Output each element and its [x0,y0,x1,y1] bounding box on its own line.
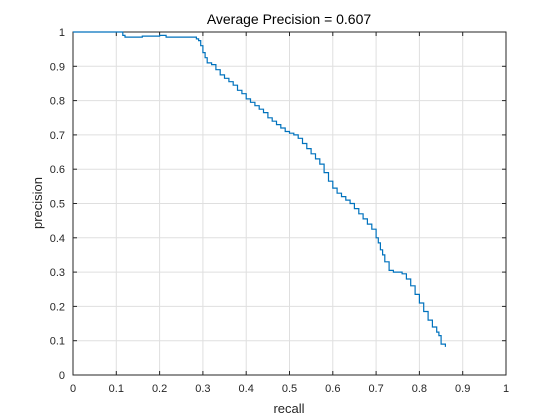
y-tick-label: 0 [59,370,65,382]
x-tick-label: 0.4 [239,383,254,395]
y-tick-label: 0.1 [50,336,65,348]
x-tick-label: 0.7 [368,383,383,395]
y-tick-label: 1 [59,27,65,39]
grid [73,32,506,375]
x-tick-label: 0 [70,383,76,395]
y-axis-ticks: 0 0.1 0.2 0.3 0.4 0.5 0.6 0.7 0.8 0.9 1 [50,27,506,382]
x-tick-label: 0.1 [109,383,124,395]
chart-title: Average Precision = 0.607 [207,11,372,27]
y-tick-label: 0.8 [50,96,65,108]
y-tick-label: 0.6 [50,164,65,176]
x-axis-title: recall [273,401,304,416]
x-axis-ticks: 0 0.1 0.2 0.3 0.4 0.5 0.6 0.7 0.8 0.9 1 [70,32,509,395]
x-tick-label: 1 [503,383,509,395]
y-tick-label: 0.9 [50,61,65,73]
y-tick-label: 0.7 [50,130,65,142]
x-tick-label: 0.5 [282,383,297,395]
series-layer [73,31,446,347]
x-tick-label: 0.3 [195,383,210,395]
y-axis-title: precision [30,177,45,229]
x-tick-label: 0.2 [152,383,167,395]
pr-curve-line [73,31,446,347]
y-tick-label: 0.5 [50,199,65,211]
x-tick-label: 0.6 [325,383,340,395]
y-tick-label: 0.2 [50,301,65,313]
x-tick-label: 0.9 [455,383,470,395]
x-tick-label: 0.8 [412,383,427,395]
y-tick-label: 0.4 [50,233,65,245]
y-tick-label: 0.3 [50,267,65,279]
